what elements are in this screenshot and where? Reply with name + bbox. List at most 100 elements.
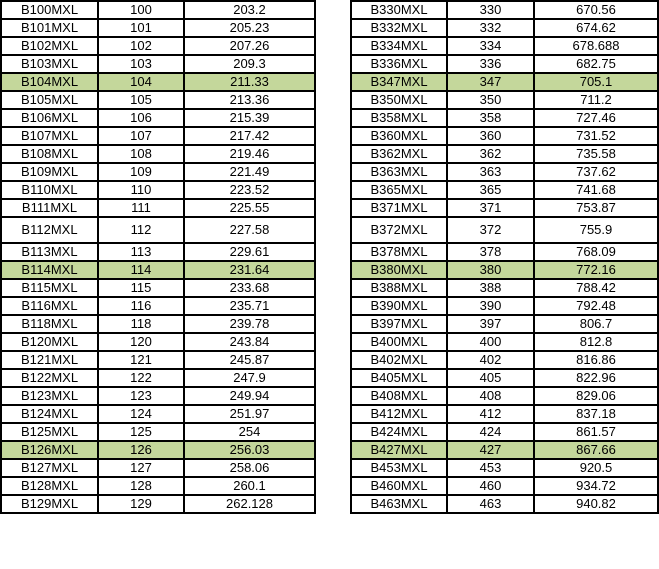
teeth-cell: 350 xyxy=(446,90,535,110)
belt-table-right: B330MXL 330 670.56 B332MXL 332 674.62 B334MXL 3… xyxy=(350,0,659,514)
table-row: B371MXL 371 753.87 xyxy=(350,198,659,218)
part-cell: B402MXL xyxy=(350,350,448,370)
teeth-cell: 400 xyxy=(446,332,535,352)
length-cell: 731.52 xyxy=(533,126,659,146)
part-cell: B114MXL xyxy=(0,260,99,280)
length-cell: 861.57 xyxy=(533,422,659,442)
teeth-cell: 358 xyxy=(446,108,535,128)
part-cell: B347MXL xyxy=(350,72,448,92)
length-cell: 229.61 xyxy=(183,242,316,262)
length-cell: 243.84 xyxy=(183,332,316,352)
part-cell: B112MXL xyxy=(0,216,99,244)
length-cell: 219.46 xyxy=(183,144,316,164)
length-cell: 256.03 xyxy=(183,440,316,460)
part-cell: B100MXL xyxy=(0,0,99,20)
length-cell: 260.1 xyxy=(183,476,316,496)
part-cell: B102MXL xyxy=(0,36,99,56)
part-cell: B116MXL xyxy=(0,296,99,316)
part-cell: B453MXL xyxy=(350,458,448,478)
teeth-cell: 390 xyxy=(446,296,535,316)
part-cell: B372MXL xyxy=(350,216,448,244)
table-row: B332MXL 332 674.62 xyxy=(350,18,659,38)
teeth-cell: 360 xyxy=(446,126,535,146)
length-cell: 940.82 xyxy=(533,494,659,514)
length-cell: 239.78 xyxy=(183,314,316,334)
length-cell: 934.72 xyxy=(533,476,659,496)
teeth-cell: 106 xyxy=(97,108,185,128)
belt-table-left: B100MXL 100 203.2 B101MXL 101 205.23 B102MXL 10… xyxy=(0,0,316,514)
part-cell: B103MXL xyxy=(0,54,99,74)
table-row: B390MXL 390 792.48 xyxy=(350,296,659,316)
teeth-cell: 380 xyxy=(446,260,535,280)
length-cell: 920.5 xyxy=(533,458,659,478)
table-row: B427MXL 427 867.66 xyxy=(350,440,659,460)
part-cell: B101MXL xyxy=(0,18,99,38)
length-cell: 225.55 xyxy=(183,198,316,218)
length-cell: 211.33 xyxy=(183,72,316,92)
table-row: B105MXL 105 213.36 xyxy=(0,90,316,110)
part-cell: B110MXL xyxy=(0,180,99,200)
part-cell: B123MXL xyxy=(0,386,99,406)
part-cell: B390MXL xyxy=(350,296,448,316)
length-cell: 772.16 xyxy=(533,260,659,280)
length-cell: 674.62 xyxy=(533,18,659,38)
teeth-cell: 397 xyxy=(446,314,535,334)
table-row: B110MXL 110 223.52 xyxy=(0,180,316,200)
length-cell: 209.3 xyxy=(183,54,316,74)
teeth-cell: 336 xyxy=(446,54,535,74)
table-row: B330MXL 330 670.56 xyxy=(350,0,659,20)
length-cell: 822.96 xyxy=(533,368,659,388)
teeth-cell: 427 xyxy=(446,440,535,460)
part-cell: B397MXL xyxy=(350,314,448,334)
teeth-cell: 405 xyxy=(446,368,535,388)
table-row: B128MXL 128 260.1 xyxy=(0,476,316,496)
length-cell: 235.71 xyxy=(183,296,316,316)
table-row: B365MXL 365 741.68 xyxy=(350,180,659,200)
table-row: B123MXL 123 249.94 xyxy=(0,386,316,406)
table-row: B336MXL 336 682.75 xyxy=(350,54,659,74)
teeth-cell: 453 xyxy=(446,458,535,478)
length-cell: 806.7 xyxy=(533,314,659,334)
length-cell: 768.09 xyxy=(533,242,659,262)
part-cell: B424MXL xyxy=(350,422,448,442)
table-row: B122MXL 122 247.9 xyxy=(0,368,316,388)
teeth-cell: 129 xyxy=(97,494,185,514)
table-row: B380MXL 380 772.16 xyxy=(350,260,659,280)
table-row: B388MXL 388 788.42 xyxy=(350,278,659,298)
part-cell: B360MXL xyxy=(350,126,448,146)
length-cell: 217.42 xyxy=(183,126,316,146)
length-cell: 262.128 xyxy=(183,494,316,514)
teeth-cell: 126 xyxy=(97,440,185,460)
part-cell: B120MXL xyxy=(0,332,99,352)
length-cell: 829.06 xyxy=(533,386,659,406)
part-cell: B128MXL xyxy=(0,476,99,496)
length-cell: 812.8 xyxy=(533,332,659,352)
length-cell: 727.46 xyxy=(533,108,659,128)
table-row: B358MXL 358 727.46 xyxy=(350,108,659,128)
length-cell: 258.06 xyxy=(183,458,316,478)
table-row: B334MXL 334 678.688 xyxy=(350,36,659,56)
length-cell: 245.87 xyxy=(183,350,316,370)
table-row: B116MXL 116 235.71 xyxy=(0,296,316,316)
teeth-cell: 408 xyxy=(446,386,535,406)
teeth-cell: 102 xyxy=(97,36,185,56)
teeth-cell: 118 xyxy=(97,314,185,334)
part-cell: B127MXL xyxy=(0,458,99,478)
teeth-cell: 347 xyxy=(446,72,535,92)
table-row: B103MXL 103 209.3 xyxy=(0,54,316,74)
teeth-cell: 402 xyxy=(446,350,535,370)
length-cell: 711.2 xyxy=(533,90,659,110)
part-cell: B121MXL xyxy=(0,350,99,370)
table-row: B460MXL 460 934.72 xyxy=(350,476,659,496)
teeth-cell: 123 xyxy=(97,386,185,406)
length-cell: 788.42 xyxy=(533,278,659,298)
teeth-cell: 365 xyxy=(446,180,535,200)
teeth-cell: 109 xyxy=(97,162,185,182)
teeth-cell: 125 xyxy=(97,422,185,442)
length-cell: 792.48 xyxy=(533,296,659,316)
teeth-cell: 122 xyxy=(97,368,185,388)
table-row: B107MXL 107 217.42 xyxy=(0,126,316,146)
part-cell: B122MXL xyxy=(0,368,99,388)
teeth-cell: 412 xyxy=(446,404,535,424)
table-row: B362MXL 362 735.58 xyxy=(350,144,659,164)
